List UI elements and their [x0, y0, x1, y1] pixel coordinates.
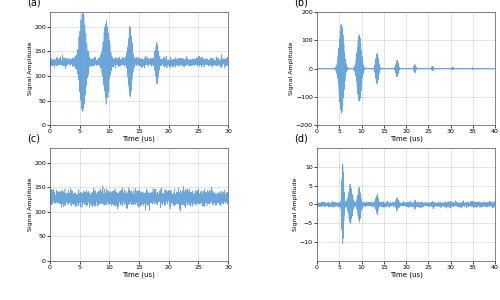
X-axis label: Time (us): Time (us): [122, 272, 156, 278]
Text: (a): (a): [27, 0, 40, 8]
Text: (d): (d): [294, 133, 308, 143]
X-axis label: Time (us): Time (us): [122, 136, 156, 142]
X-axis label: Time (us): Time (us): [390, 272, 422, 278]
Y-axis label: Signal Amplitude: Signal Amplitude: [28, 178, 32, 231]
Text: (c): (c): [27, 133, 40, 143]
Y-axis label: Signal Amplitude: Signal Amplitude: [28, 42, 32, 95]
X-axis label: Time (us): Time (us): [390, 136, 422, 142]
Text: Post-processed Signal: Post-processed Signal: [356, 168, 456, 177]
Text: (b): (b): [294, 0, 308, 8]
Y-axis label: Signal Amplitude: Signal Amplitude: [290, 42, 294, 95]
Text: Raw A-scan Signal: Raw A-scan Signal: [96, 168, 182, 177]
Y-axis label: Signal Amplitude: Signal Amplitude: [294, 178, 298, 231]
